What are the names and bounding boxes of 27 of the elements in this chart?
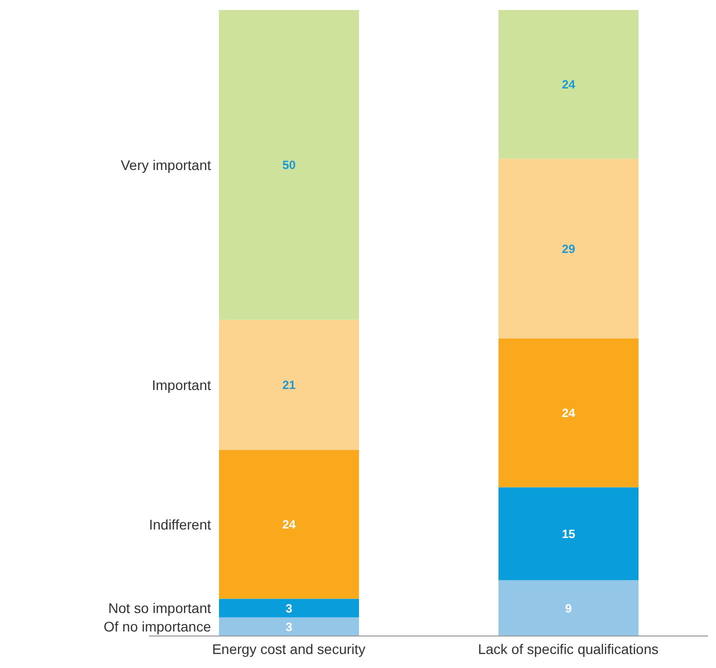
- bar: [219, 10, 359, 320]
- data-label: 24: [562, 406, 576, 420]
- bar: [498, 580, 638, 636]
- data-label: 50: [282, 158, 296, 172]
- data-label: 3: [286, 620, 293, 634]
- bar: [498, 158, 638, 338]
- series-label: Important: [152, 376, 212, 393]
- data-label: 3: [286, 601, 293, 616]
- bar: [219, 320, 359, 450]
- x-tick-label: Energy cost and security: [212, 640, 366, 657]
- data-label: 24: [562, 78, 576, 92]
- bar: [219, 598, 359, 618]
- bar: [219, 617, 359, 636]
- bar: [219, 450, 359, 599]
- x-tick-label: Lack of specific qualifications: [478, 640, 659, 657]
- series-label: Very important: [120, 156, 212, 173]
- bar: [498, 10, 638, 159]
- series-label: Of no importance: [104, 618, 212, 635]
- series-label: Not so important: [108, 600, 212, 616]
- data-label: 29: [562, 242, 576, 256]
- data-label: 24: [282, 518, 296, 532]
- bar: [498, 338, 638, 488]
- series-label: Indifferent: [148, 516, 212, 532]
- data-label: 21: [282, 378, 296, 392]
- bar: [498, 487, 638, 580]
- data-label: 15: [562, 526, 576, 541]
- data-label: 9: [565, 601, 572, 616]
